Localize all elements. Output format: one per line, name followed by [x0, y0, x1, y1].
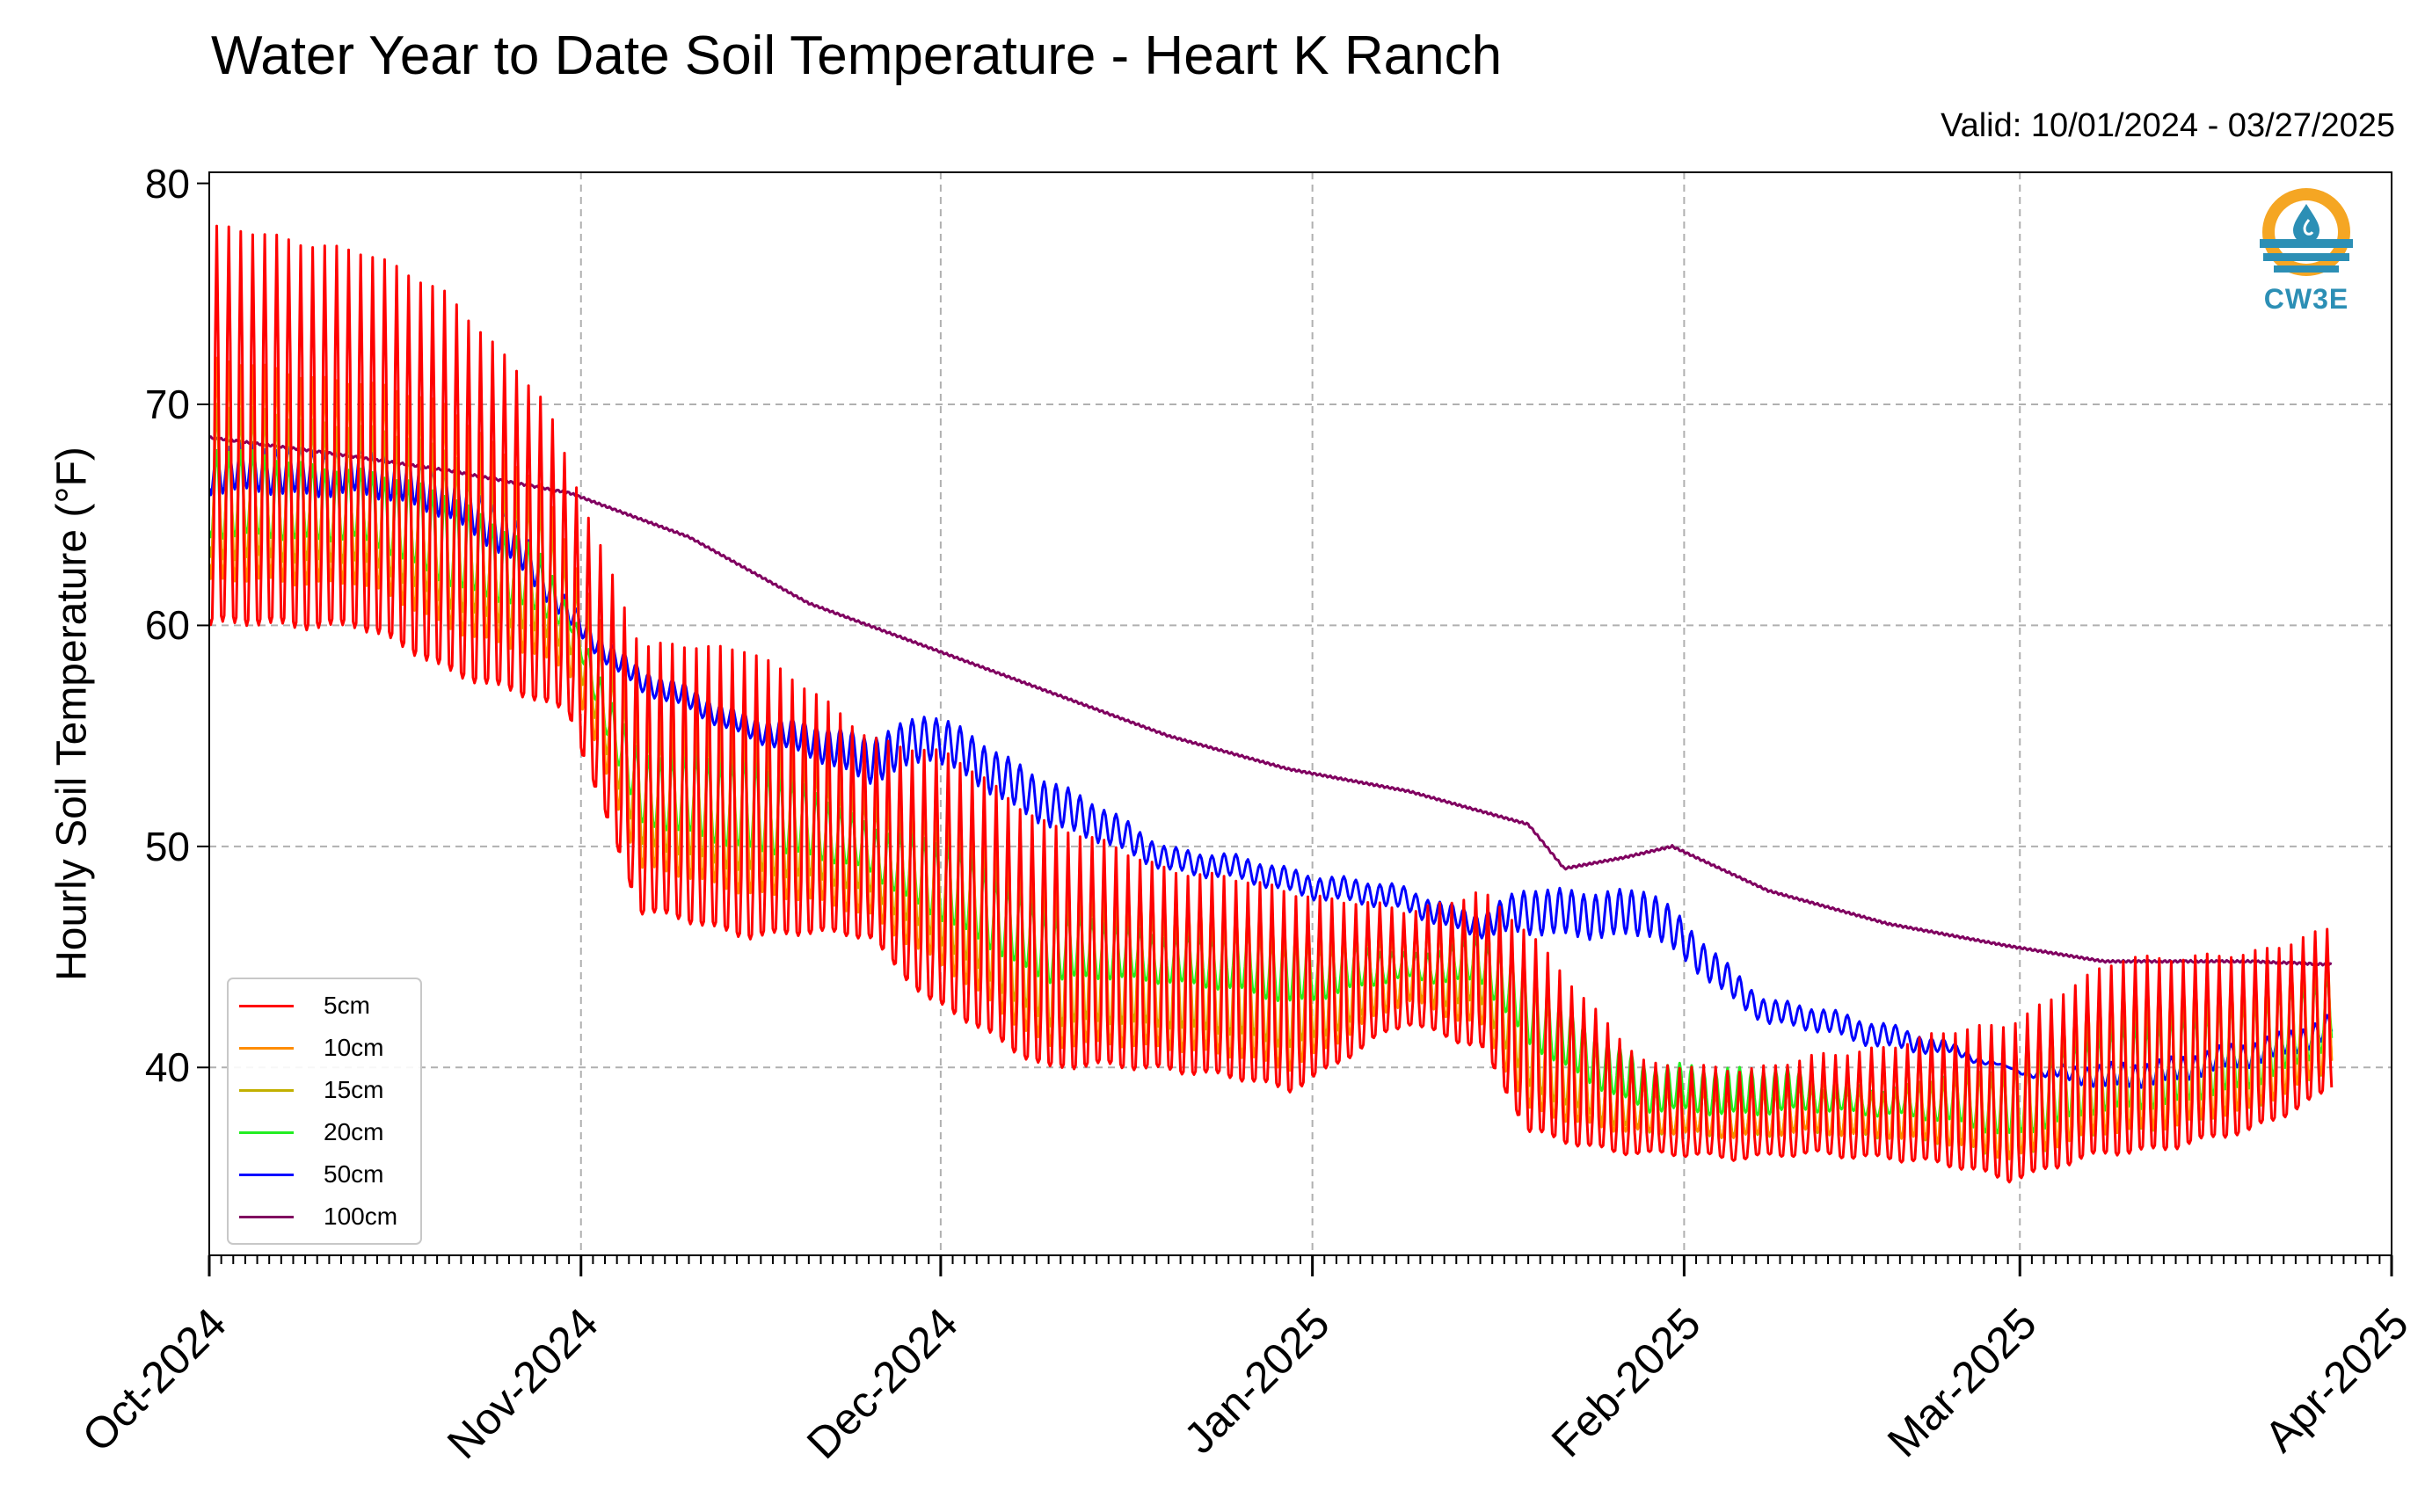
legend: 5cm 10cm 15cm 20cm 50cm 100cm: [227, 978, 422, 1245]
cw3e-logo: CW3E: [2254, 185, 2358, 316]
legend-item: 20cm: [229, 1115, 420, 1150]
legend-swatch: [239, 1174, 294, 1176]
series-line-5cm: [209, 224, 2334, 1184]
legend-item: 100cm: [229, 1199, 420, 1234]
chart-title: Water Year to Date Soil Temperature - He…: [211, 25, 1503, 86]
y-tick-label: 40: [144, 1044, 190, 1091]
legend-label: 5cm: [324, 992, 370, 1019]
legend-swatch: [239, 1005, 294, 1007]
y-axis-label: Hourly Soil Temperature (°F): [48, 447, 96, 981]
legend-item: 50cm: [229, 1157, 420, 1192]
y-tick-label: 80: [144, 160, 190, 207]
legend-item: 5cm: [229, 988, 420, 1023]
legend-item: 10cm: [229, 1030, 420, 1065]
legend-label: 20cm: [324, 1118, 384, 1145]
series-line-20cm: [209, 448, 2334, 1135]
y-tick-label: 60: [144, 602, 190, 649]
legend-label: 15cm: [324, 1076, 384, 1103]
plot-frame: [208, 171, 2392, 1256]
y-tick-label: 70: [144, 382, 190, 427]
legend-item: 15cm: [229, 1072, 420, 1108]
legend-swatch: [239, 1047, 294, 1050]
legend-swatch: [239, 1131, 294, 1134]
legend-swatch: [239, 1089, 294, 1092]
cw3e-water-drop-logo-icon: [2260, 188, 2353, 276]
y-tick-label: 50: [144, 823, 190, 869]
legend-label: 50cm: [324, 1160, 384, 1188]
logo-text: CW3E: [2263, 283, 2349, 315]
legend-swatch: [239, 1216, 294, 1218]
legend-label: 10cm: [324, 1034, 384, 1061]
legend-label: 100cm: [324, 1203, 398, 1230]
valid-date-range: Valid: 10/01/2024 - 03/27/2025: [1941, 107, 2395, 144]
